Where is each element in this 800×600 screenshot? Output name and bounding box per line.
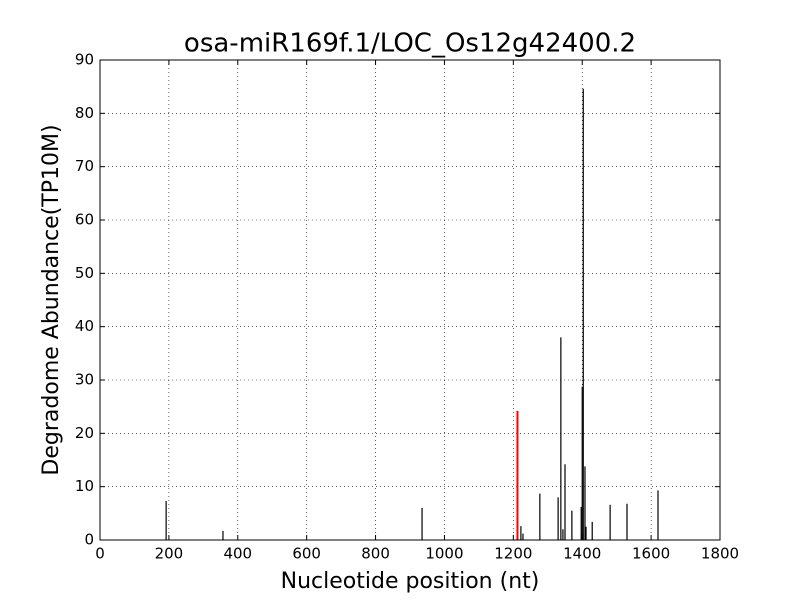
x-tick-label: 1000	[425, 545, 463, 563]
x-tick-label: 1600	[632, 545, 670, 563]
x-tick-label: 1800	[701, 545, 739, 563]
y-tick-label: 0	[84, 531, 94, 549]
chart-title: osa-miR169f.1/LOC_Os12g42400.2	[184, 29, 636, 59]
x-tick-label: 0	[95, 545, 105, 563]
y-tick-label: 90	[75, 51, 94, 69]
x-tick-label: 400	[223, 545, 252, 563]
plot-frame	[99, 59, 721, 541]
y-tick-label: 30	[75, 371, 94, 389]
y-tick-label: 70	[75, 157, 94, 175]
y-tick-label: 60	[75, 211, 94, 229]
y-tick-label: 10	[75, 477, 94, 495]
y-tick-label: 20	[75, 424, 94, 442]
x-tick-label: 600	[292, 545, 321, 563]
x-axis-label: Nucleotide position (nt)	[281, 569, 540, 594]
x-tick-label: 1200	[494, 545, 532, 563]
x-tick-label: 200	[155, 545, 184, 563]
x-tick-label: 800	[361, 545, 390, 563]
y-tick-label: 40	[75, 317, 94, 335]
y-tick-label: 80	[75, 104, 94, 122]
x-tick-label: 1400	[563, 545, 601, 563]
y-axis-label: Degradome Abundance(TP10M)	[39, 124, 64, 475]
y-tick-label: 50	[75, 264, 94, 282]
